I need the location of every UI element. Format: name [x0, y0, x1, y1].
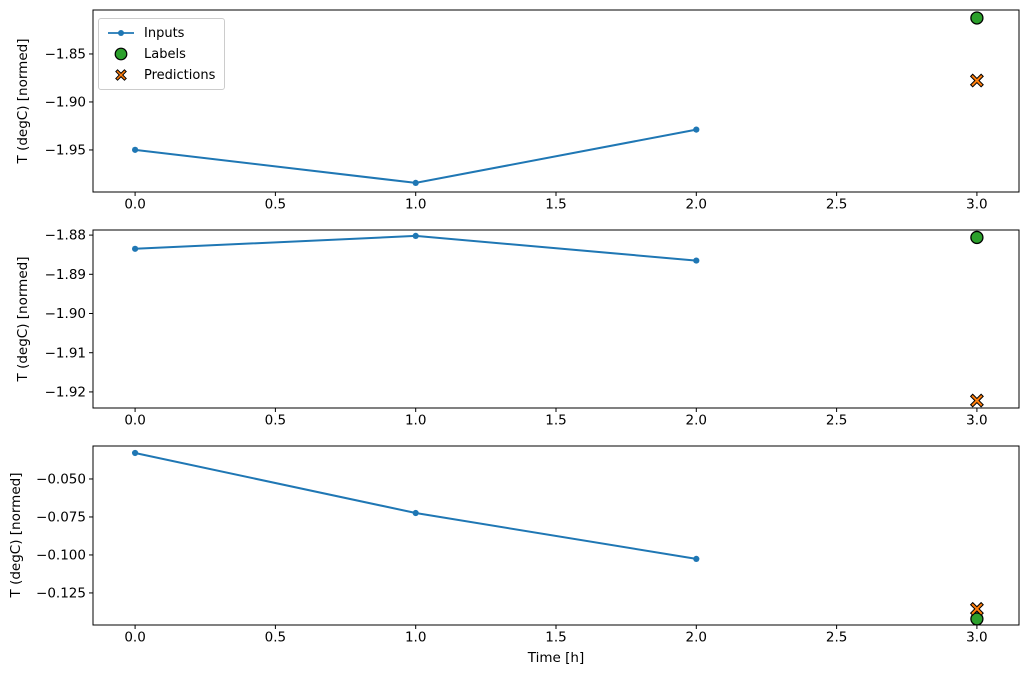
legend-item-labels: Labels — [105, 44, 215, 64]
y-tick-label: −1.92 — [45, 385, 86, 401]
inputs-point-marker — [131, 449, 139, 457]
predictions-x-icon — [105, 67, 137, 83]
labels-marker — [970, 230, 984, 245]
x-tick-label: 1.0 — [405, 413, 426, 429]
inputs-point-marker — [412, 179, 419, 186]
predictions-marker — [969, 601, 984, 616]
inputs-point-marker — [412, 509, 419, 517]
y-tick-label: −0.050 — [36, 472, 86, 488]
x-tick-label: 1.0 — [405, 197, 426, 213]
inputs-point-marker — [693, 555, 700, 563]
x-tick-label: 1.0 — [405, 630, 426, 646]
x-axis-label: Time [h] — [527, 650, 585, 666]
inputs-point-marker — [693, 257, 700, 264]
legend-item-inputs: Inputs — [105, 23, 215, 43]
y-tick-label: −1.89 — [45, 267, 86, 283]
inputs-line — [134, 452, 697, 560]
x-tick-label: 1.5 — [545, 630, 566, 646]
inputs-line-icon — [105, 25, 137, 41]
x-tick-label: 3.0 — [966, 197, 987, 213]
x-tick-label: 0.0 — [124, 197, 145, 213]
y-tick-label: −0.125 — [36, 586, 86, 602]
x-tick-label: 0.5 — [265, 197, 286, 213]
y-tick-label: −1.90 — [45, 306, 86, 322]
x-tick-label: 3.0 — [966, 630, 987, 646]
inputs-point-marker — [131, 146, 139, 153]
legend-label-inputs: Inputs — [144, 25, 185, 41]
y-tick-label: −0.100 — [36, 548, 86, 564]
predictions-marker — [969, 73, 984, 88]
x-tick-label: 3.0 — [966, 413, 987, 429]
x-tick-label: 0.0 — [124, 630, 145, 646]
legend-label-predictions: Predictions — [144, 67, 216, 83]
x-tick-label: 2.0 — [686, 197, 707, 213]
legend: Inputs Labels Predictions — [98, 18, 226, 90]
inputs-point-marker — [412, 232, 419, 239]
y-axis-label-subplot-1: T (degC) [normed] — [15, 38, 31, 164]
y-tick-label: −1.85 — [45, 47, 86, 63]
x-tick-label: 2.5 — [826, 413, 847, 429]
x-tick-label: 0.5 — [265, 630, 286, 646]
y-tick-label: −1.88 — [45, 228, 86, 244]
y-axis-label-subplot-2: T (degC) [normed] — [15, 256, 31, 382]
legend-item-predictions: Predictions — [105, 65, 215, 85]
x-tick-label: 0.5 — [265, 413, 286, 429]
y-tick-label: −1.91 — [45, 345, 86, 361]
x-tick-label: 1.5 — [545, 197, 566, 213]
labels-marker — [970, 612, 984, 626]
y-tick-label: −1.95 — [45, 143, 86, 159]
y-axis-label-subplot-3: T (degC) [normed] — [8, 472, 24, 598]
y-tick-label: −0.075 — [36, 510, 86, 526]
legend-label-labels: Labels — [144, 46, 186, 62]
x-tick-label: 0.0 — [124, 413, 145, 429]
inputs-point-marker — [693, 126, 700, 133]
y-tick-label: −1.90 — [45, 95, 86, 111]
x-tick-label: 2.5 — [826, 197, 847, 213]
x-tick-label: 2.0 — [686, 413, 707, 429]
labels-marker — [970, 11, 984, 25]
x-tick-label: 2.0 — [686, 630, 707, 646]
predictions-marker — [969, 393, 984, 408]
x-tick-label: 1.5 — [545, 413, 566, 429]
x-tick-label: 2.5 — [826, 630, 847, 646]
labels-circle-icon — [105, 46, 137, 62]
inputs-point-marker — [131, 245, 139, 252]
